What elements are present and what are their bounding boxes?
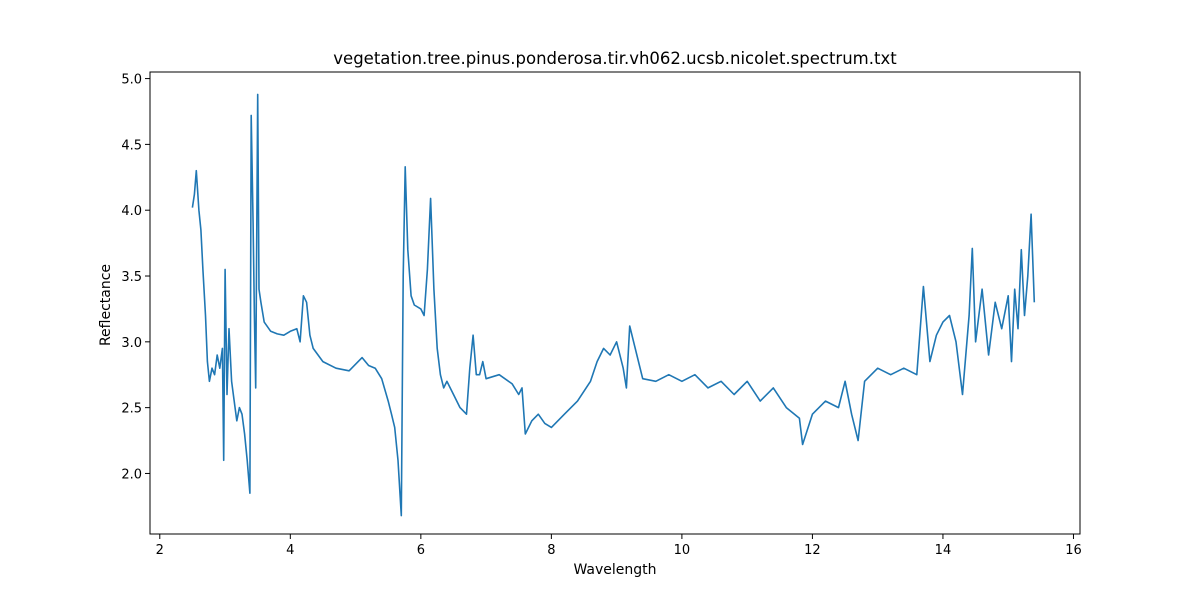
x-tick-label: 8 bbox=[547, 543, 555, 558]
series-line-0 bbox=[191, 93, 1036, 517]
y-tick-label: 4.0 bbox=[121, 204, 142, 219]
x-axis-label: Wavelength bbox=[573, 562, 656, 578]
y-tick-label: 2.5 bbox=[121, 402, 142, 417]
x-tick-label: 4 bbox=[286, 543, 294, 558]
x-tick-label: 6 bbox=[417, 543, 425, 558]
x-tick-label: 2 bbox=[156, 543, 164, 558]
axes-frame bbox=[149, 71, 1081, 535]
x-tick-label: 12 bbox=[804, 543, 821, 558]
y-tick-label: 5.0 bbox=[121, 73, 142, 88]
x-tick-label: 10 bbox=[674, 543, 691, 558]
y-tick-label: 3.5 bbox=[121, 270, 142, 285]
y-tick-label: 2.0 bbox=[121, 467, 142, 482]
x-tick-label: 14 bbox=[935, 543, 952, 558]
chart-title: vegetation.tree.pinus.ponderosa.tir.vh06… bbox=[333, 49, 897, 68]
y-tick-label: 3.0 bbox=[121, 336, 142, 351]
y-axis-label: Reflectance bbox=[98, 264, 114, 346]
plot-area: 2 4 6 8 10 12 14 16 2.0 2.5 3.0 3.5 4.0 4.5 5.0 bbox=[121, 71, 1082, 558]
x-tick-label: 16 bbox=[1065, 543, 1082, 558]
y-tick-label: 4.5 bbox=[121, 138, 142, 153]
